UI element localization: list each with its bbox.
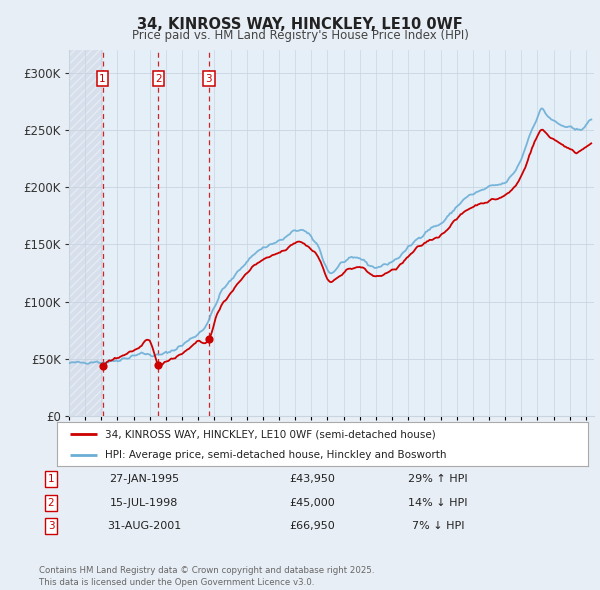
Text: 34, KINROSS WAY, HINCKLEY, LE10 0WF: 34, KINROSS WAY, HINCKLEY, LE10 0WF [137, 17, 463, 31]
Text: 3: 3 [206, 74, 212, 84]
Text: £45,000: £45,000 [289, 498, 335, 507]
Point [204, 335, 214, 344]
Text: 31-AUG-2001: 31-AUG-2001 [107, 522, 181, 531]
Text: HPI: Average price, semi-detached house, Hinckley and Bosworth: HPI: Average price, semi-detached house,… [105, 450, 446, 460]
Text: 14% ↓ HPI: 14% ↓ HPI [408, 498, 468, 507]
Text: 1: 1 [99, 74, 106, 84]
Text: Price paid vs. HM Land Registry's House Price Index (HPI): Price paid vs. HM Land Registry's House … [131, 30, 469, 42]
Text: 3: 3 [47, 522, 55, 531]
Text: 7% ↓ HPI: 7% ↓ HPI [412, 522, 464, 531]
Text: 29% ↑ HPI: 29% ↑ HPI [408, 474, 468, 484]
Text: 34, KINROSS WAY, HINCKLEY, LE10 0WF (semi-detached house): 34, KINROSS WAY, HINCKLEY, LE10 0WF (sem… [105, 430, 436, 439]
Point [154, 360, 163, 369]
Text: 1: 1 [47, 474, 55, 484]
Bar [69, 50, 103, 416]
Text: £66,950: £66,950 [289, 522, 335, 531]
Text: 2: 2 [47, 498, 55, 507]
Point [98, 361, 107, 371]
Text: 27-JAN-1995: 27-JAN-1995 [109, 474, 179, 484]
Text: 2: 2 [155, 74, 162, 84]
Text: £43,950: £43,950 [289, 474, 335, 484]
Text: Contains HM Land Registry data © Crown copyright and database right 2025.
This d: Contains HM Land Registry data © Crown c… [39, 566, 374, 587]
Text: 15-JUL-1998: 15-JUL-1998 [110, 498, 178, 507]
